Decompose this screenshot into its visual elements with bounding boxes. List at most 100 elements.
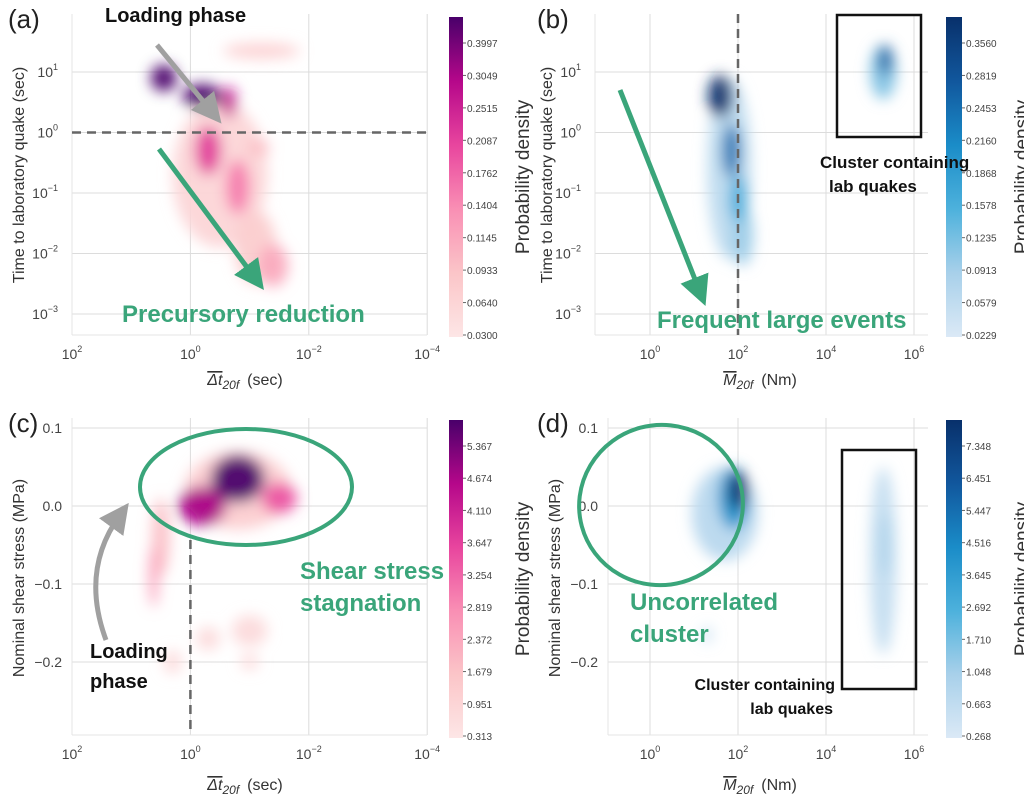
tick-base: 10	[904, 746, 920, 762]
colorbar-tick-label: 4.110	[467, 506, 492, 517]
density-blob	[150, 64, 177, 92]
colorbar-tick-label: 4.516	[966, 539, 991, 550]
x-label-unit: (sec)	[247, 777, 283, 794]
x-label-symbol: Δt	[206, 777, 223, 794]
tick-exponent: 0	[655, 744, 660, 754]
tick-base: 10	[560, 64, 576, 80]
colorbar-tick-label: 0.2160	[966, 136, 997, 147]
colorbar-tick-label: 0.0300	[467, 331, 498, 342]
colorbar-tick-label: 3.647	[467, 539, 492, 550]
tick-exponent: 0	[53, 123, 58, 133]
tick-exponent: 6	[919, 344, 924, 354]
shear-stress-annotation-line2: stagnation	[300, 590, 421, 617]
x-label-symbol: Δt	[206, 372, 223, 389]
colorbar	[449, 17, 463, 337]
colorbar-tick-label: 0.2087	[467, 136, 498, 147]
density-blob	[225, 159, 250, 215]
tick-base: 10	[37, 125, 53, 141]
colorbar-tick-label: 0.1145	[467, 234, 497, 245]
tick-base: 0.0	[43, 498, 63, 514]
tick-base: 0.0	[579, 498, 599, 514]
tick-exponent: −4	[430, 744, 440, 754]
panel-a: 102 100 10−2 10−410110010−110−210−30.39970.…	[8, 4, 534, 392]
y-tick-label: −0.1	[34, 576, 62, 592]
x-label-subscript: 20f	[221, 378, 240, 392]
colorbar-tick-label: 0.2453	[966, 104, 997, 115]
tick-base: 10	[32, 306, 48, 322]
x-label-subscript: 20f	[221, 783, 240, 797]
tick-exponent: 0	[576, 123, 581, 133]
density-blob	[221, 87, 237, 118]
colorbar-tick-label: 0.3560	[966, 39, 997, 50]
y-tick-label: 0.0	[43, 498, 63, 514]
density-blob	[195, 126, 222, 175]
panel-c: 102 100 10−2 10−40.10.0−0.1−0.25.3674.6744.…	[8, 408, 534, 797]
tick-exponent: −3	[571, 304, 581, 314]
tick-base: 10	[816, 746, 832, 762]
x-tick-label: 102	[62, 344, 83, 362]
x-label-symbol: M	[723, 777, 737, 794]
tick-exponent: 2	[743, 744, 748, 754]
tick-base: 10	[555, 306, 571, 322]
tick-exponent: 1	[53, 62, 58, 72]
density-blob	[222, 42, 300, 59]
colorbar-tick-label: 0.0579	[966, 299, 997, 310]
panel-label: (b)	[537, 4, 569, 34]
x-label-unit: (Nm)	[761, 777, 797, 794]
colorbar-tick-label: 0.1404	[467, 201, 498, 212]
tick-exponent: 0	[655, 344, 660, 354]
density-blob	[258, 244, 289, 287]
panel-b: 100 102 104 10610110010−110−210−30.35600.28…	[537, 4, 1024, 392]
colorbar	[946, 17, 962, 337]
colorbar-tick-label: 0.2515	[467, 104, 498, 115]
tick-exponent: 4	[831, 744, 836, 754]
tick-exponent: 0	[196, 344, 201, 354]
tick-exponent: 4	[831, 344, 836, 354]
colorbar-label: Probability density	[513, 501, 534, 656]
tick-base: 10	[180, 746, 196, 762]
density-blob	[878, 513, 893, 577]
y-tick-label: 10−3	[32, 304, 58, 322]
y-axis-label: Time to laboratory quake (sec)	[11, 67, 28, 283]
panel-label: (a)	[8, 4, 40, 34]
tick-exponent: −4	[430, 344, 440, 354]
tick-exponent: −1	[571, 183, 581, 193]
loading-phase-annotation: Loading phase	[105, 5, 246, 27]
colorbar-tick-label: 0.0229	[966, 331, 997, 342]
density-blob	[708, 75, 733, 118]
tick-base: 0.1	[43, 420, 63, 436]
tick-exponent: −2	[311, 744, 321, 754]
density-layer	[148, 451, 297, 674]
tick-base: 10	[555, 246, 571, 262]
colorbar-tick-label: 3.645	[966, 571, 991, 582]
y-tick-label: 0.0	[579, 498, 599, 514]
x-tick-label: 10−2	[296, 344, 322, 362]
x-axis-label: M20f (Nm)	[723, 372, 797, 392]
colorbar-label: Probability density	[513, 99, 534, 254]
tick-base: 10	[180, 346, 196, 362]
colorbar-tick-label: 0.1578	[966, 201, 997, 212]
density-blob	[240, 654, 259, 670]
density-blob	[702, 626, 712, 643]
panel-label: (d)	[537, 408, 569, 438]
lab-quake-cluster-box	[840, 448, 918, 691]
colorbar-tick-label: 2.692	[966, 603, 991, 614]
density-blob	[878, 44, 893, 76]
lab-quake-cluster-box	[835, 13, 923, 139]
y-tick-label: 10−2	[32, 244, 58, 262]
x-tick-label: 102	[728, 744, 749, 762]
colorbar-label: Probability density	[1012, 501, 1024, 656]
y-tick-label: 101	[560, 62, 581, 80]
tick-exponent: 0	[196, 744, 201, 754]
colorbar-tick-label: 5.367	[467, 442, 492, 453]
colorbar-tick-label: 0.2819	[966, 71, 997, 82]
colorbar-tick-label: 3.254	[467, 571, 492, 582]
colorbar-tick-label: 0.0933	[467, 266, 498, 277]
cluster-annotation-line1: Cluster containing	[820, 153, 969, 172]
tick-exponent: 2	[77, 744, 82, 754]
tick-base: 10	[728, 346, 744, 362]
colorbar-tick-label: 0.3049	[467, 71, 498, 82]
tick-base: 10	[414, 346, 430, 362]
x-tick-label: 100	[640, 344, 661, 362]
